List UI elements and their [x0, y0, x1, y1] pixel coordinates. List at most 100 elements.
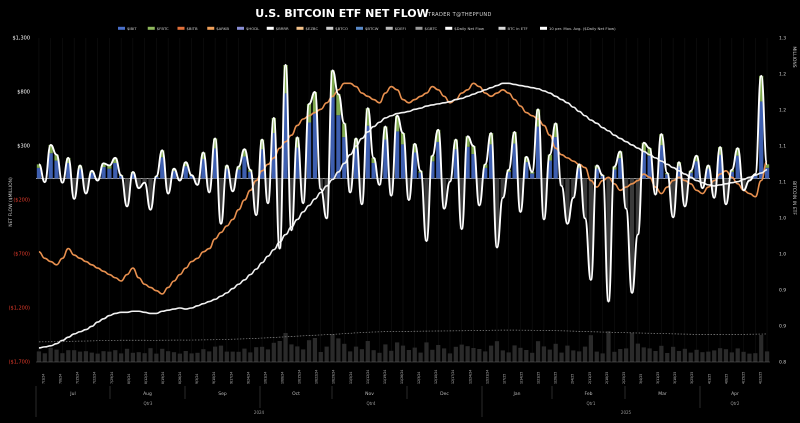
flow-bar: [412, 152, 417, 179]
volume-bar: [430, 349, 435, 362]
flow-bar-top: [659, 134, 664, 146]
legend-swatch: [207, 26, 215, 30]
flow-bar-top: [36, 164, 42, 168]
date-tick-label: 1/7/25: [502, 374, 506, 384]
volume-bar: [101, 351, 106, 362]
flow-bar: [177, 178, 182, 181]
flow-bar: [359, 178, 365, 205]
month-label: Jul: [69, 391, 75, 397]
flow-bar: [60, 178, 65, 183]
flow-bar: [764, 167, 770, 179]
flow-bar: [124, 178, 130, 207]
legend-swatch: [385, 26, 393, 30]
volume-bar: [712, 350, 717, 362]
quarter-label: Qtr3: [144, 401, 153, 406]
volume-bar: [77, 351, 83, 362]
flow-bar: [441, 178, 447, 209]
legend-swatch: [445, 26, 453, 30]
volume-bar: [717, 348, 723, 362]
volume-bar: [336, 338, 341, 362]
flow-bar-top: [353, 138, 359, 149]
flow-bar-top: [160, 150, 165, 158]
flow-bar-top: [248, 169, 253, 172]
right-tick-label: 0.9: [779, 324, 786, 330]
volume-bar: [518, 347, 523, 362]
volume-bar: [195, 352, 200, 362]
flow-bar: [318, 178, 323, 190]
flow-bar-top: [236, 166, 241, 170]
volume-bar: [676, 351, 682, 362]
volume-bar: [618, 349, 623, 362]
flow-bar: [565, 178, 570, 224]
flow-bar: [42, 178, 47, 183]
flow-bar: [430, 161, 435, 179]
flow-bar-top: [395, 115, 400, 132]
legend-label: $HODL: [246, 26, 260, 31]
right-tick-label: 1.1: [779, 180, 786, 186]
moving-average-line: [38, 82, 768, 349]
volume-bar: [735, 348, 740, 362]
date-tick-label: 4/15/25: [741, 372, 745, 384]
volume-bar: [318, 352, 323, 362]
flow-bar-top: [224, 165, 229, 169]
date-tick-label: 7/8/24: [59, 374, 63, 384]
flow-bar: [759, 101, 764, 179]
legend-swatch: [326, 26, 334, 30]
flow-bar: [371, 163, 376, 179]
date-tick-label: 9/17/24: [229, 372, 233, 384]
volume-bar: [682, 348, 687, 362]
right-tick-label: 0.8: [779, 360, 786, 366]
flow-bar: [682, 178, 687, 207]
legend-label: 10 per. Mov. Avg. ($Daily Net Flow): [549, 26, 616, 31]
volume-bar: [224, 351, 229, 362]
date-tick-label: 11/26/24: [400, 370, 404, 384]
flow-bar: [506, 171, 511, 179]
volume-bar: [729, 352, 734, 362]
volume-bar: [629, 332, 635, 362]
flow-bar: [618, 158, 623, 179]
volume-bar: [541, 346, 547, 362]
flow-bar: [301, 178, 306, 204]
volume-bar: [365, 341, 370, 362]
month-label: Jan: [513, 391, 521, 397]
flow-bar: [418, 172, 423, 179]
date-tick-label: 12/3/24: [417, 372, 421, 384]
flow-bar: [483, 167, 488, 179]
flow-bar: [48, 153, 53, 179]
volume-bar: [95, 353, 100, 362]
volume-bar: [154, 353, 159, 362]
date-tick-label: 10/8/24: [281, 372, 285, 384]
flow-bar: [36, 167, 42, 179]
flow-bar: [330, 97, 335, 179]
flow-bar: [277, 178, 282, 249]
flow-bar-top: [647, 148, 652, 156]
volume-bar: [553, 343, 558, 362]
volume-bar: [635, 343, 640, 362]
volume-bar: [230, 351, 235, 362]
flow-bar: [553, 137, 558, 179]
date-tick-label: 9/10/24: [212, 372, 216, 384]
flow-bar: [265, 178, 271, 204]
flow-bar: [242, 156, 247, 179]
volume-bar: [254, 347, 259, 362]
legend-label: $BTCW: [365, 26, 379, 31]
flow-bar-top: [171, 168, 177, 172]
flow-bar: [582, 178, 588, 219]
volume-bar: [453, 346, 458, 362]
flow-bar: [201, 158, 206, 179]
bottom-dotted-line: [38, 329, 768, 343]
flow-bar: [113, 163, 118, 179]
legend-label: $BTCO: [335, 26, 348, 31]
flow-bar: [353, 148, 359, 179]
flow-bar-top: [107, 165, 112, 169]
volume-bar: [494, 341, 500, 362]
flow-bar-top: [400, 133, 406, 145]
flow-bar: [306, 122, 312, 179]
volume-bar: [600, 353, 605, 362]
volume-bar: [242, 348, 247, 362]
legend-label: $BITB: [187, 26, 198, 31]
flow-bar: [735, 155, 740, 179]
volume-bar: [171, 352, 177, 362]
volume-bar: [36, 351, 42, 362]
volume-bar: [177, 353, 182, 362]
